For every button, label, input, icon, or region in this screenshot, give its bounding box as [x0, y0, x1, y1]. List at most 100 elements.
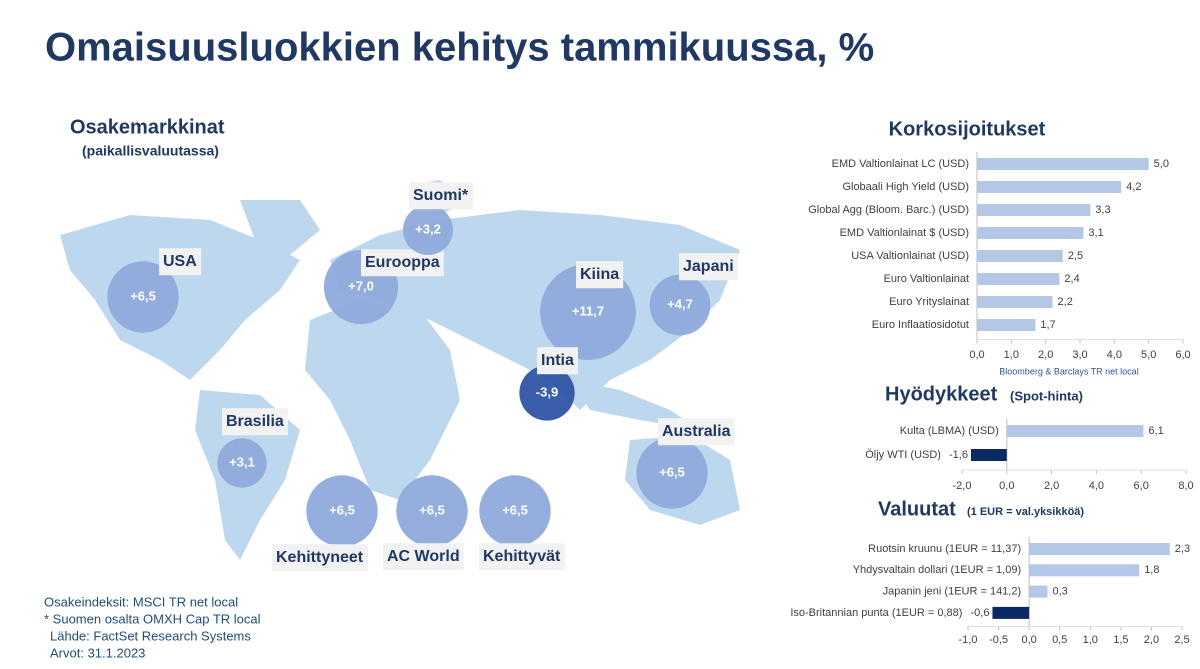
- bar: [1029, 585, 1048, 598]
- bubble-label: USA: [163, 253, 197, 270]
- footnote: Osakeindeksit: MSCI TR net local: [44, 594, 238, 609]
- category-label: Euro Inflaatiosidotut: [872, 319, 969, 331]
- x-tick-label: -1,0: [959, 634, 978, 646]
- bubble-label: Brasilia: [226, 413, 284, 430]
- x-tick-label: 1,0: [1083, 634, 1098, 646]
- bubble: [402, 204, 454, 256]
- label-box: [658, 418, 735, 446]
- bar: [977, 227, 1084, 239]
- label-box: [383, 543, 464, 571]
- category-label: Yhdysvaltain dollari (1EUR = 1,09): [853, 564, 1021, 576]
- category-label: Iso-Britannian punta (1EUR = 0,88): [790, 607, 962, 619]
- value-label: 2,2: [1058, 296, 1073, 308]
- chart-title: Valuutat: [878, 498, 956, 520]
- value-label: 0,3: [1052, 586, 1067, 598]
- x-tick-label: 1,5: [1113, 634, 1128, 646]
- bubble-label: Kehittyvät: [483, 548, 561, 565]
- category-label: Global Agg (Bloom. Barc.) (USD): [808, 204, 969, 216]
- x-tick-label: 2,0: [1038, 349, 1053, 361]
- bar: [992, 606, 1030, 619]
- x-tick-label: 0,0: [969, 349, 984, 361]
- chart-title: Korkosijoitukset: [889, 118, 1046, 140]
- bubble-value: +11,7: [572, 303, 604, 318]
- bubble-label: Kiina: [580, 266, 619, 283]
- bubble: [649, 274, 711, 336]
- category-label: Ruotsin kruunu (1EUR = 11,37): [868, 543, 1021, 555]
- bubble: [107, 261, 179, 333]
- label-box: [679, 253, 738, 281]
- bubble-label: Eurooppa: [365, 254, 440, 271]
- x-tick-label: -0,5: [989, 634, 1008, 646]
- bubble: [396, 475, 468, 547]
- label-box: [159, 248, 202, 276]
- value-label: 1,8: [1144, 564, 1159, 576]
- page-title: Omaisuusluokkien kehitys tammikuussa, %: [45, 26, 874, 70]
- x-tick-label: 0,0: [1021, 634, 1036, 646]
- category-label: Kulta (LBMA) (USD): [900, 425, 999, 437]
- chart-subtitle: (1 EUR = val.yksikköä): [967, 506, 1084, 518]
- bar: [1029, 543, 1170, 555]
- x-tick-label: 5,0: [1141, 349, 1156, 361]
- bar: [977, 273, 1060, 285]
- value-label: 2,4: [1064, 273, 1079, 285]
- label-box: [576, 261, 624, 289]
- bubble-value: +7,0: [348, 278, 374, 293]
- value-label: 5,0: [1154, 158, 1169, 170]
- bubble-value: +3,1: [229, 454, 255, 469]
- bubble-value: +6,5: [659, 464, 685, 479]
- value-label: -1,6: [949, 449, 968, 461]
- bubble-label: Australia: [662, 423, 731, 440]
- bubble: [479, 475, 551, 547]
- bubble-value: +6,5: [419, 502, 445, 517]
- bubble-label: AC World: [387, 548, 460, 565]
- value-label: 3,3: [1095, 204, 1110, 216]
- chart-note: Bloomberg & Barclays TR net local: [999, 366, 1138, 376]
- chart-subtitle: (paikallisvaluutassa): [82, 143, 219, 159]
- bubble-value: -3,9: [536, 384, 558, 399]
- category-label: Euro Valtionlainat: [884, 273, 969, 285]
- x-tick-label: 2,0: [1144, 634, 1159, 646]
- x-tick-label: 4,0: [1089, 480, 1104, 492]
- bar: [1006, 425, 1144, 437]
- bubble: [217, 438, 267, 488]
- footnote: Lähde: FactSet Research Systems: [50, 628, 251, 643]
- label-box: [409, 182, 473, 210]
- bubble-value: +4,7: [667, 296, 693, 311]
- bubble-value: +6,5: [130, 288, 156, 303]
- bubble-value: +3,2: [415, 221, 441, 236]
- bar: [970, 449, 1007, 461]
- bubble: [519, 365, 575, 421]
- bar: [1029, 564, 1140, 577]
- label-box: [272, 544, 368, 572]
- bar: [977, 319, 1036, 331]
- bubble-value: +6,5: [502, 502, 528, 517]
- value-label: 2,5: [1068, 250, 1083, 262]
- label-box: [479, 543, 566, 571]
- category-label: Euro Yrityslainat: [889, 296, 969, 308]
- category-label: EMD Valtionlainat $ (USD): [840, 227, 969, 239]
- bar: [977, 204, 1091, 216]
- x-tick-label: 6,0: [1134, 480, 1149, 492]
- bar: [977, 296, 1053, 308]
- category-label: EMD Valtionlainat LC (USD): [832, 158, 969, 170]
- category-label: USA Valtionlainat (USD): [851, 250, 969, 262]
- bubble-value: +6,5: [329, 502, 355, 517]
- bubble-label: Suomi*: [413, 187, 469, 204]
- category-label: Japanin jeni (1EUR = 141,2): [883, 586, 1022, 598]
- bar: [977, 158, 1149, 170]
- x-tick-label: -2,0: [953, 480, 972, 492]
- value-label: 6,1: [1148, 425, 1163, 437]
- x-tick-label: 1,0: [1004, 349, 1019, 361]
- bubble-label: Intia: [541, 352, 574, 369]
- category-label: Öljy WTI (USD): [865, 449, 941, 461]
- footnote: * Suomen osalta OMXH Cap TR local: [44, 611, 261, 626]
- value-label: 4,2: [1126, 181, 1141, 193]
- category-label: Globaali High Yield (USD): [842, 181, 969, 193]
- x-tick-label: 2,0: [1044, 480, 1059, 492]
- x-tick-label: 6,0: [1175, 349, 1190, 361]
- bubble-label: Japani: [683, 258, 734, 275]
- x-tick-label: 0,5: [1052, 634, 1067, 646]
- label-box: [537, 347, 578, 375]
- chart-title: Hyödykkeet: [885, 383, 998, 405]
